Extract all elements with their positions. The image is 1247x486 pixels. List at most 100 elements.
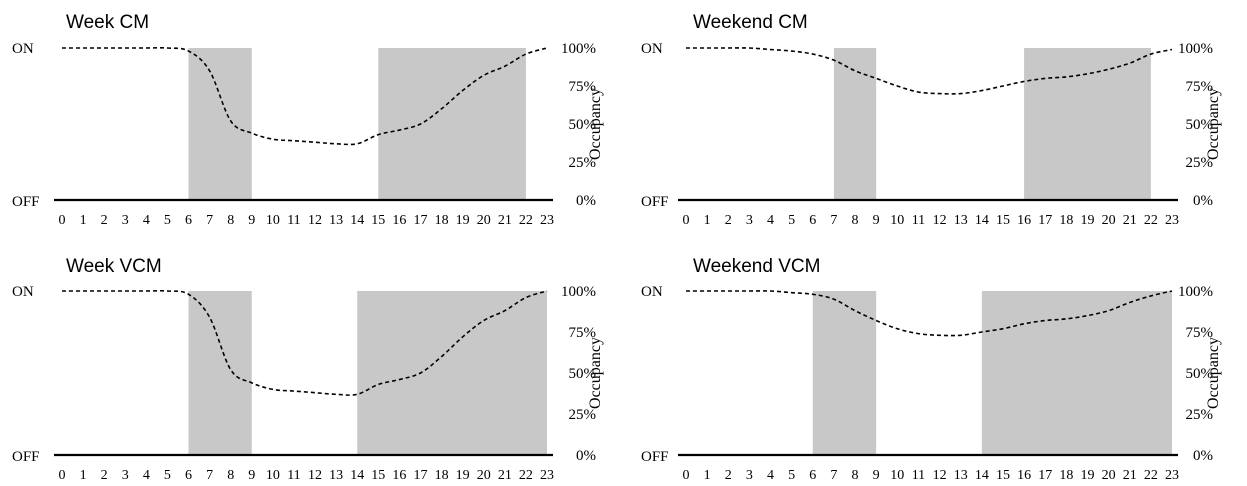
x-tick-label: 7: [830, 468, 837, 483]
x-tick-label: 18: [1059, 468, 1073, 483]
x-tick-label: 17: [413, 213, 427, 228]
x-tick-label: 23: [1165, 213, 1179, 228]
y-tick-label: 0%: [576, 193, 596, 209]
x-tick-label: 15: [996, 213, 1010, 228]
x-tick-label: 10: [266, 213, 280, 228]
x-tick-label: 12: [933, 468, 947, 483]
shaded-period-1: [833, 48, 877, 200]
x-tick-label: 18: [435, 213, 449, 228]
chart-title: Weekend CM: [693, 12, 808, 33]
y-axis-label: Occupancy: [587, 88, 604, 160]
on-label: ON: [12, 41, 34, 57]
x-tick-label: 0: [683, 468, 690, 483]
x-tick-label: 13: [329, 213, 343, 228]
y-axis-label: Occupancy: [1205, 337, 1222, 409]
chart-panel-2: Weekend CM ON OFF 100% 75% 50% 25% 0% Occupancy 0…: [641, 12, 1222, 228]
y-tick-label: 75%: [569, 79, 597, 95]
off-label: OFF: [12, 194, 40, 210]
y-tick-label: 50%: [1186, 366, 1214, 382]
x-tick-label: 23: [540, 468, 554, 483]
x-tick-label: 2: [101, 213, 108, 228]
x-tick-label: 20: [1102, 213, 1116, 228]
x-tick-label: 4: [767, 468, 774, 483]
y-tick-label: 100%: [1178, 284, 1213, 300]
x-tick-label: 17: [1038, 213, 1052, 228]
x-tick-label: 6: [185, 213, 192, 228]
y-tick-label: 0%: [1193, 193, 1213, 209]
shaded-period-2: [1024, 48, 1151, 200]
shaded-period-2: [357, 291, 547, 455]
x-tick-label: 8: [852, 213, 859, 228]
x-tick-label: 22: [1144, 213, 1158, 228]
chart-title: Week VCM: [66, 256, 162, 277]
x-tick-label: 14: [350, 468, 364, 483]
shaded-period-1: [188, 291, 252, 455]
x-tick-label: 8: [227, 468, 234, 483]
x-tick-label: 23: [540, 213, 554, 228]
x-tick-label: 9: [873, 213, 880, 228]
y-tick-label: 75%: [1186, 79, 1214, 95]
x-tick-label: 21: [1123, 468, 1137, 483]
x-tick-label: 14: [975, 468, 989, 483]
y-tick-label: 75%: [1186, 325, 1214, 341]
shaded-period-1: [188, 48, 252, 200]
x-tick-label: 1: [704, 468, 711, 483]
x-tick-label: 22: [519, 468, 533, 483]
x-tick-label: 23: [1165, 468, 1179, 483]
x-tick-label: 15: [996, 468, 1010, 483]
y-axis-label: Occupancy: [1205, 88, 1222, 160]
x-tick-label: 7: [830, 213, 837, 228]
chart-title: Weekend VCM: [693, 256, 820, 277]
y-tick-label: 0%: [576, 448, 596, 464]
x-tick-label: 1: [80, 213, 87, 228]
x-tick-label: 21: [498, 213, 512, 228]
x-tick-label: 2: [725, 468, 732, 483]
x-tick-label: 18: [1059, 213, 1073, 228]
y-axis-label: Occupancy: [587, 337, 604, 409]
y-tick-label: 0%: [1193, 448, 1213, 464]
y-tick-label: 25%: [569, 407, 597, 423]
x-tick-label: 4: [143, 213, 150, 228]
x-tick-label: 13: [329, 468, 343, 483]
x-tick-label: 11: [287, 468, 300, 483]
x-tick-label: 12: [308, 468, 322, 483]
x-tick-label: 10: [266, 468, 280, 483]
chart-panel-4: Weekend VCM ON OFF 100% 75% 50% 25% 0% Occupancy…: [641, 256, 1222, 483]
x-tick-label: 2: [101, 468, 108, 483]
x-tick-label: 4: [143, 468, 150, 483]
x-tick-label: 10: [890, 213, 904, 228]
x-tick-label: 15: [371, 213, 385, 228]
x-tick-label: 5: [164, 213, 171, 228]
y-tick-label: 50%: [569, 366, 597, 382]
x-tick-label: 3: [746, 213, 753, 228]
x-tick-label: 14: [975, 213, 989, 228]
occupancy-line: [61, 289, 548, 396]
x-tick-label: 1: [80, 468, 87, 483]
x-tick-label: 18: [435, 468, 449, 483]
x-tick-label: 6: [809, 213, 816, 228]
on-label: ON: [641, 284, 663, 300]
x-tick-label: 15: [371, 468, 385, 483]
x-tick-label: 20: [1102, 468, 1116, 483]
x-tick-label: 6: [185, 468, 192, 483]
x-tick-label: 14: [350, 213, 364, 228]
x-tick-label: 19: [456, 213, 470, 228]
x-tick-label: 0: [683, 213, 690, 228]
x-tick-label: 0: [59, 468, 66, 483]
x-tick-label: 1: [704, 213, 711, 228]
x-tick-label: 11: [287, 213, 300, 228]
x-tick-label: 9: [873, 468, 880, 483]
x-tick-label: 2: [725, 213, 732, 228]
x-tick-label: 11: [912, 213, 925, 228]
x-tick-label: 17: [1038, 468, 1052, 483]
y-tick-label: 100%: [561, 284, 596, 300]
x-tick-label: 20: [477, 213, 491, 228]
y-tick-label: 50%: [569, 117, 597, 133]
on-label: ON: [641, 41, 663, 57]
off-label: OFF: [641, 194, 669, 210]
x-tick-label: 16: [392, 213, 406, 228]
x-tick-label: 16: [1017, 468, 1031, 483]
x-tick-label: 12: [933, 213, 947, 228]
